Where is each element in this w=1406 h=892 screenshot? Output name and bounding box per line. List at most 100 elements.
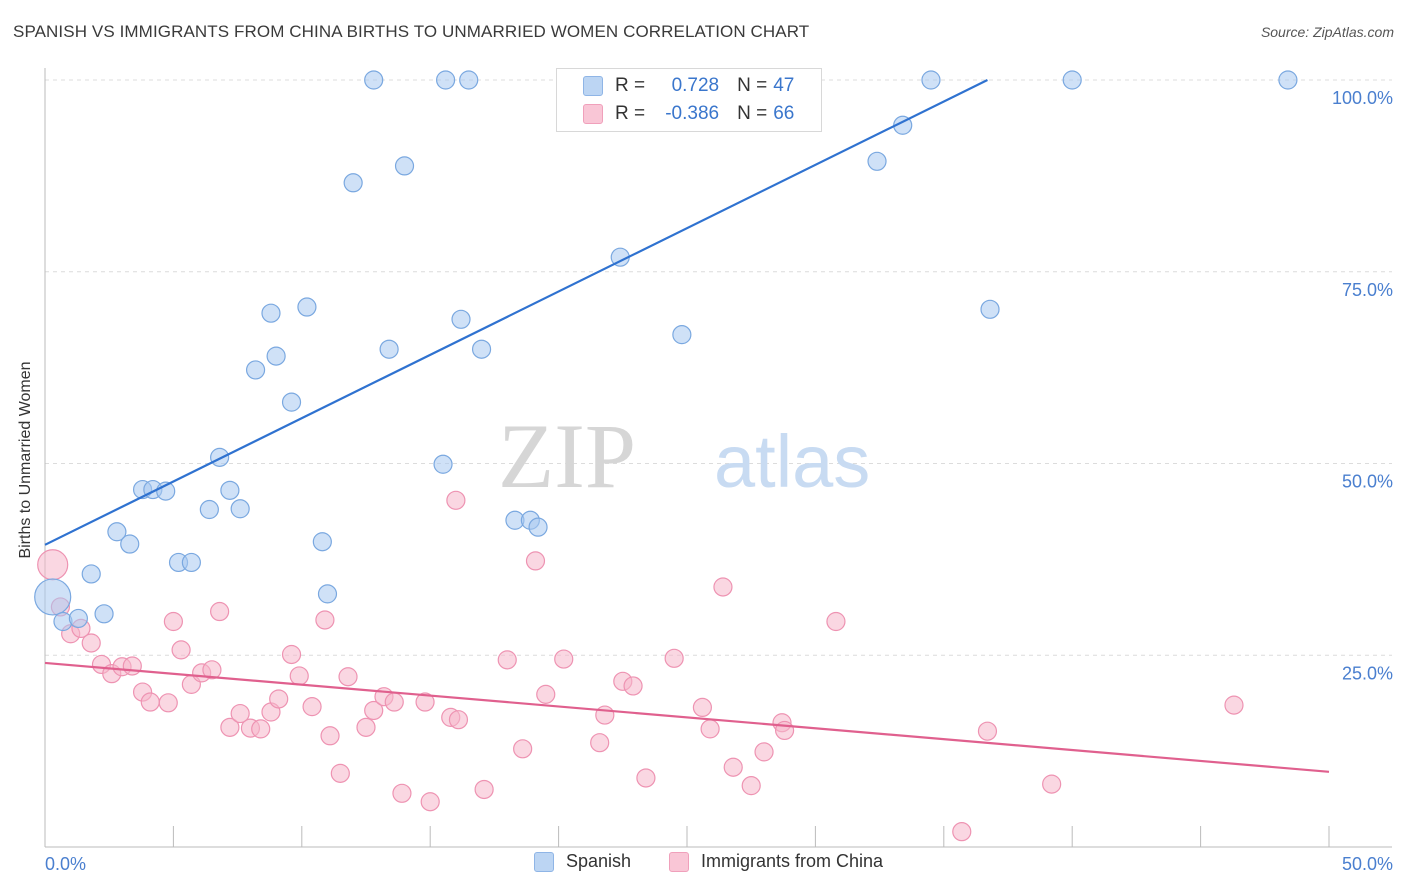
data-point-china — [826, 611, 846, 632]
data-point-china — [713, 577, 733, 597]
bottom-legend: Spanish Immigrants from China — [0, 851, 1406, 877]
legend-swatch-spanish — [583, 76, 603, 96]
data-point-china — [446, 490, 466, 510]
data-point-china — [536, 684, 556, 704]
data-point-spanish — [266, 346, 286, 366]
y-axis-label-wrap: Births to Unmarried Women — [6, 361, 46, 558]
data-point-china — [122, 656, 142, 676]
data-point-spanish — [379, 339, 399, 359]
bottom-legend-swatch-spanish — [534, 851, 554, 872]
data-point-china — [692, 697, 713, 718]
data-point-china — [525, 551, 546, 571]
data-point-china — [754, 742, 774, 762]
y-tick-label: 50.0% — [1342, 472, 1393, 492]
data-point-spanish — [471, 339, 492, 359]
y-tick-label: 75.0% — [1342, 280, 1393, 300]
y-tick-label: 25.0% — [1342, 663, 1393, 683]
data-point-spanish — [261, 303, 281, 323]
data-point-china — [513, 739, 533, 759]
data-point-spanish — [436, 70, 456, 90]
data-point-china — [171, 640, 191, 660]
trend-line-china — [44, 661, 1330, 773]
watermark-zip: ZIP — [498, 405, 636, 507]
watermark-atlas: atlas — [714, 420, 870, 503]
legend-n-value-china: 66 — [773, 103, 795, 124]
data-point-china — [554, 649, 574, 669]
grid-lines — [45, 79, 1392, 656]
data-point-china — [158, 693, 178, 713]
data-point-spanish — [433, 454, 453, 474]
data-point-china — [723, 757, 743, 777]
data-point-china — [251, 719, 271, 739]
data-point-china — [281, 644, 302, 665]
data-point-china — [623, 676, 643, 696]
correlation-legend: R = 0.728 N = 47 R = -0.386 N = 66 — [556, 68, 822, 132]
bottom-legend-label-spanish: Spanish — [566, 851, 632, 871]
watermark: ZIP atlas — [498, 405, 870, 507]
legend-swatch-china — [583, 104, 603, 124]
data-point-china — [636, 768, 656, 788]
data-point-china — [384, 692, 404, 712]
data-point-china — [210, 601, 230, 622]
data-point-china — [338, 667, 358, 687]
data-point-china — [140, 692, 160, 712]
legend-r-value-china: -0.386 — [665, 103, 720, 124]
data-point-spanish — [1062, 70, 1082, 90]
data-point-spanish — [312, 532, 332, 552]
data-point-china — [37, 549, 69, 581]
data-point-china — [664, 648, 684, 668]
data-point-china — [364, 700, 384, 721]
data-point-china — [202, 660, 222, 680]
data-point-spanish — [94, 604, 114, 624]
data-point-china — [977, 721, 998, 741]
chart-title: SPANISH VS IMMIGRANTS FROM CHINA BIRTHS … — [13, 22, 810, 41]
x-tick-label: 0.0% — [45, 854, 86, 874]
tick-labels: 25.0% 50.0% 75.0% 100.0% 0.0% 50.0% — [45, 88, 1393, 874]
series-immigrants-from-china — [37, 490, 1244, 842]
data-point-spanish — [220, 480, 240, 500]
data-point-china — [420, 792, 440, 812]
data-point-spanish — [1278, 70, 1298, 90]
bottom-legend-label-china: Immigrants from China — [701, 851, 884, 871]
data-point-china — [392, 783, 412, 803]
data-point-china — [81, 633, 101, 653]
trend-lines — [44, 79, 1330, 773]
bottom-legend-china: Immigrants from China — [669, 851, 883, 872]
data-point-spanish — [281, 392, 302, 412]
data-point-spanish — [120, 534, 140, 554]
x-tick-label: 50.0% — [1342, 854, 1393, 874]
data-point-spanish — [528, 517, 548, 537]
data-point-spanish — [394, 156, 415, 176]
y-axis-label: Births to Unmarried Women — [17, 361, 34, 559]
axes — [44, 68, 1392, 848]
data-point-spanish — [210, 447, 230, 467]
data-point-china — [474, 779, 494, 800]
data-point-china — [741, 776, 761, 796]
data-point-spanish — [34, 578, 72, 616]
legend-n-label: N = — [737, 103, 768, 124]
data-point-spanish — [107, 522, 127, 542]
data-point-spanish — [181, 552, 201, 573]
source-label: Source: ZipAtlas.com — [1260, 24, 1394, 40]
data-point-china — [230, 703, 250, 724]
data-point-spanish — [459, 70, 479, 90]
data-point-spanish — [921, 70, 941, 90]
legend-n-label: N = — [737, 75, 768, 96]
data-point-spanish — [53, 611, 73, 632]
series-spanish — [34, 70, 1298, 632]
trend-line-spanish — [44, 79, 988, 546]
data-point-china — [330, 763, 350, 783]
data-point-china — [952, 822, 972, 842]
data-point-china — [448, 710, 469, 730]
data-point-china — [590, 733, 610, 753]
data-point-spanish — [245, 360, 266, 380]
data-point-china — [220, 717, 240, 737]
data-point-china — [269, 689, 289, 709]
data-point-china — [163, 611, 183, 632]
data-point-spanish — [81, 564, 101, 584]
data-point-china — [302, 697, 322, 717]
data-point-spanish — [867, 151, 887, 171]
data-point-spanish — [297, 297, 317, 317]
data-point-china — [315, 610, 335, 630]
